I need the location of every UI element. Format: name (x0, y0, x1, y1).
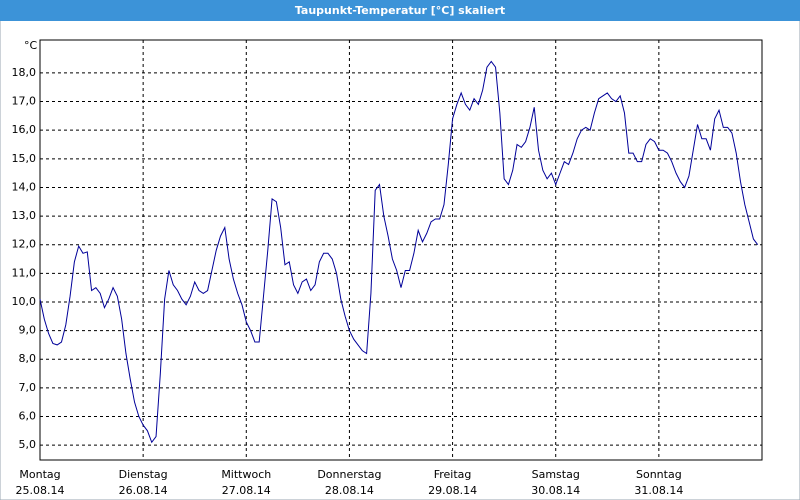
chart-title: Taupunkt-Temperatur [°C] skaliert (295, 4, 505, 17)
y-tick-label: 6,0 (19, 409, 37, 422)
y-tick-label: 7,0 (19, 381, 37, 394)
y-tick-label: 5,0 (19, 438, 37, 451)
x-tick-label: Sonntag (636, 468, 682, 481)
y-tick-label: 10,0 (12, 295, 37, 308)
x-tick-label: Dienstag (119, 468, 168, 481)
x-tick-date: 29.08.14 (428, 484, 477, 497)
y-unit: °C (24, 39, 38, 52)
y-tick-label: 12,0 (12, 238, 37, 251)
x-tick-date: 27.08.14 (222, 484, 271, 497)
x-tick-date: 25.08.14 (16, 484, 65, 497)
y-tick-label: 14,0 (12, 180, 37, 193)
x-tick-label: Samstag (532, 468, 580, 481)
y-tick-label: 13,0 (12, 209, 37, 222)
x-tick-label: Mittwoch (221, 468, 271, 481)
x-tick-label: Freitag (434, 468, 472, 481)
x-tick-date: 26.08.14 (119, 484, 168, 497)
y-tick-label: 9,0 (19, 324, 37, 337)
y-tick-label: 18,0 (12, 66, 37, 79)
x-tick-date: 28.08.14 (325, 484, 374, 497)
x-tick-label: Donnerstag (317, 468, 381, 481)
y-tick-label: 8,0 (19, 352, 37, 365)
x-tick-label: Montag (19, 468, 60, 481)
y-tick-label: 17,0 (12, 95, 37, 108)
data-line (39, 60, 759, 444)
title-bar (0, 0, 800, 21)
y-tick-label: 16,0 (12, 123, 37, 136)
x-tick-date: 30.08.14 (531, 484, 580, 497)
x-tick-date: 31.08.14 (634, 484, 683, 497)
y-tick-label: 11,0 (12, 266, 37, 279)
y-tick-label: 15,0 (12, 152, 37, 165)
